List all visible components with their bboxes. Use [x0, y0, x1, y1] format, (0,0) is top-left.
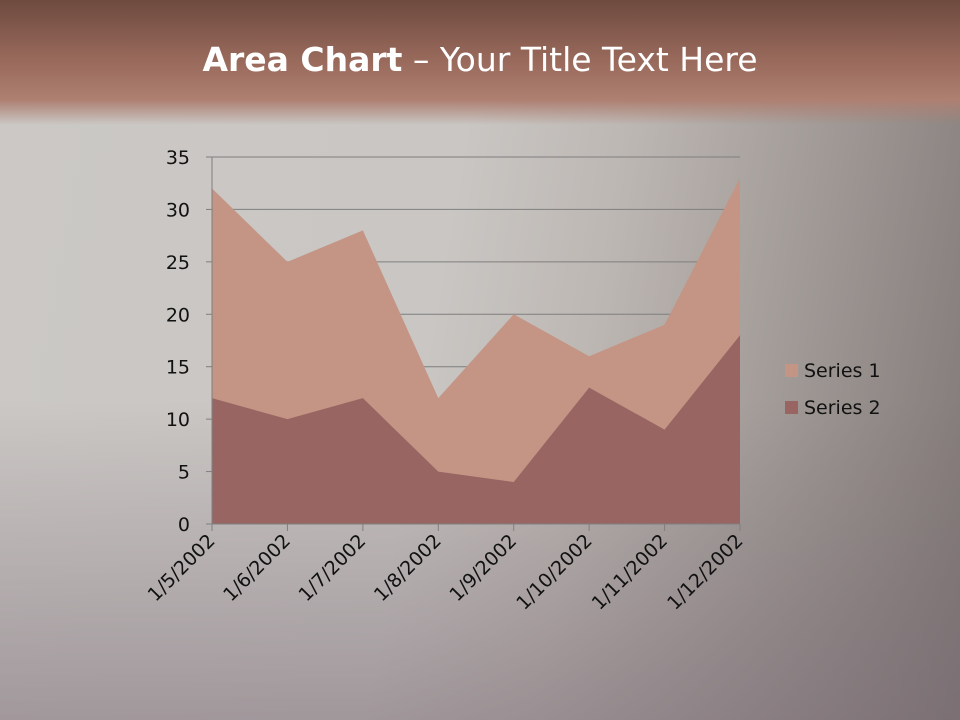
legend-label-series-2: Series 2 [804, 397, 881, 419]
y-tick-label: 35 [166, 147, 190, 169]
y-tick-label: 30 [166, 199, 190, 221]
x-tick-label: 1/7/2002 [294, 530, 370, 606]
y-tick-label: 5 [178, 462, 190, 484]
y-tick-label: 15 [166, 357, 190, 379]
x-tick-label: 1/9/2002 [445, 530, 521, 606]
x-tick-label: 1/10/2002 [512, 530, 596, 614]
title-bold: Area Chart [202, 40, 403, 79]
y-tick-label: 0 [178, 514, 190, 536]
area-series-2 [212, 335, 740, 524]
y-tick-label: 10 [166, 409, 190, 431]
y-tick-label: 25 [166, 252, 190, 274]
x-tick-label: 1/12/2002 [663, 530, 747, 614]
x-tick-label: 1/6/2002 [219, 530, 295, 606]
legend-swatch-series-1 [785, 364, 798, 377]
legend-label-series-1: Series 1 [804, 360, 881, 382]
y-tick-label: 20 [166, 304, 190, 326]
legend-swatch-series-2 [785, 401, 798, 414]
x-tick-label: 1/11/2002 [588, 530, 672, 614]
slide-title: Area Chart – Your Title Text Here [0, 40, 960, 79]
x-tick-label: 1/8/2002 [370, 530, 446, 606]
title-bar [0, 0, 960, 125]
x-tick-label: 1/5/2002 [144, 530, 220, 606]
title-rest: – Your Title Text Here [402, 40, 758, 79]
